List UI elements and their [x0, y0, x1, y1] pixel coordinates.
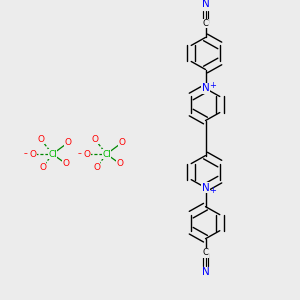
- Text: O: O: [62, 159, 70, 168]
- Text: O: O: [29, 150, 36, 159]
- Text: +: +: [210, 81, 216, 90]
- Text: N: N: [202, 267, 209, 277]
- Text: O: O: [39, 163, 46, 172]
- Text: C: C: [202, 19, 208, 28]
- Text: –: –: [77, 150, 81, 159]
- Text: O: O: [64, 138, 71, 147]
- Text: Cl: Cl: [48, 150, 57, 159]
- Text: O: O: [37, 135, 44, 144]
- Text: O: O: [83, 150, 90, 159]
- Text: Cl: Cl: [102, 150, 111, 159]
- Text: C: C: [202, 248, 208, 257]
- Text: N: N: [202, 83, 209, 94]
- Text: N: N: [202, 183, 209, 193]
- Text: +: +: [210, 186, 216, 195]
- Text: O: O: [116, 159, 124, 168]
- Text: N: N: [202, 0, 209, 9]
- Text: O: O: [91, 135, 98, 144]
- Text: O: O: [118, 138, 125, 147]
- Text: O: O: [93, 163, 100, 172]
- Text: –: –: [23, 150, 27, 159]
